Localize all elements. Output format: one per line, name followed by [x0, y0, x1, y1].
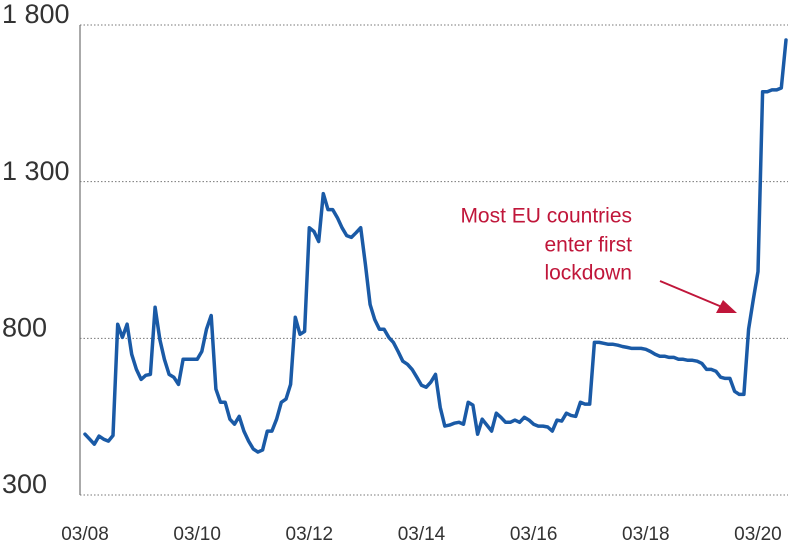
annotation-arrowhead: [716, 300, 737, 313]
annotation: lockdown: [544, 262, 632, 285]
x-tick-label: 03/08: [61, 524, 109, 545]
x-tick-label: 03/18: [622, 524, 670, 545]
y-tick-label: 800: [2, 312, 47, 342]
x-tick-label: 03/20: [734, 524, 782, 545]
x-tick-label: 03/12: [286, 524, 334, 545]
annotation: enter first: [544, 234, 632, 257]
x-tick-label: 03/16: [510, 524, 558, 545]
annotation: Most EU countries: [460, 205, 632, 228]
y-tick-label: 1 300: [2, 156, 70, 186]
data-line: [83, 38, 788, 454]
x-tick-label: 03/14: [398, 524, 446, 545]
y-tick-label: 1 800: [2, 0, 70, 29]
annotation-arrow: [659, 280, 723, 308]
x-tick-label: 03/10: [173, 524, 221, 545]
y-tick-label: 300: [2, 469, 47, 499]
